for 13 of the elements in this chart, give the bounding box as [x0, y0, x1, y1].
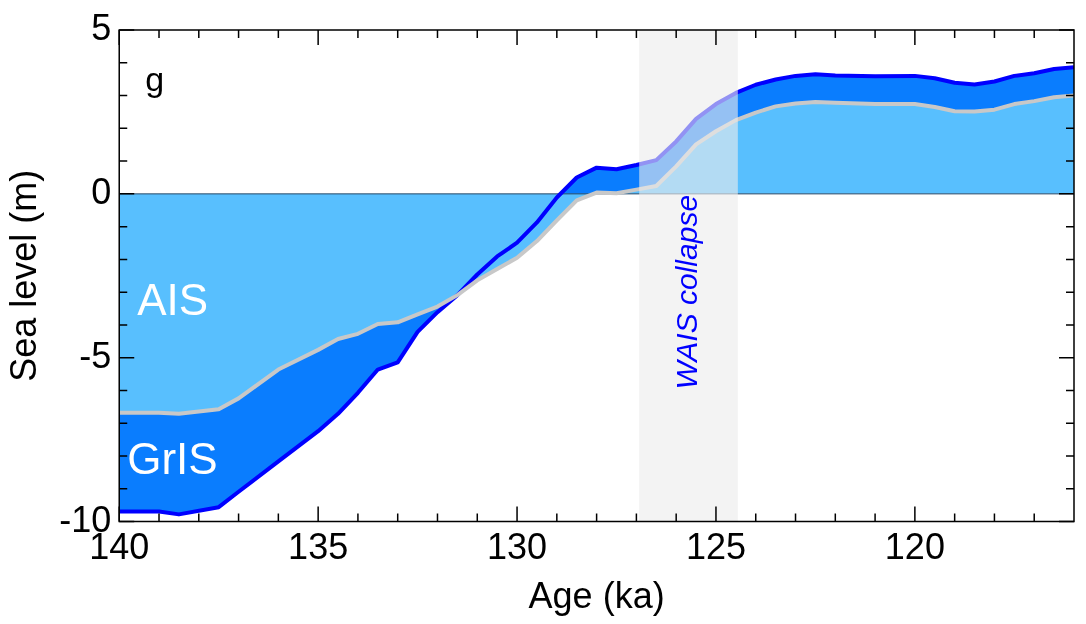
- band-label: WAIS collapse: [669, 194, 703, 390]
- x-tick-label: 135: [288, 526, 349, 568]
- y-tick-label: -5: [79, 334, 112, 376]
- y-axis-title: Sea level (m): [2, 169, 44, 382]
- x-tick-label: 130: [487, 526, 548, 568]
- series-label: GrIS: [127, 434, 218, 484]
- y-tick-label: 0: [91, 170, 112, 212]
- y-tick-label: 5: [91, 6, 112, 48]
- x-tick-label: 125: [685, 526, 746, 568]
- annotation: g: [145, 60, 165, 99]
- series-label: AIS: [137, 275, 209, 325]
- x-tick-label: 120: [884, 526, 945, 568]
- x-axis-title: Age (ka): [528, 575, 665, 617]
